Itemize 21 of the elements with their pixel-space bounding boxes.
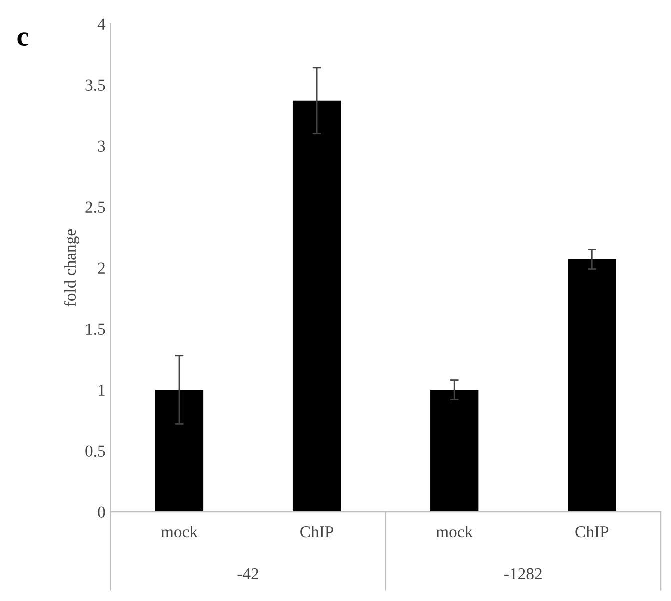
- x-tick-label: ChIP: [576, 526, 609, 538]
- y-tick-label: 3: [98, 140, 106, 152]
- text: -42: [238, 568, 258, 580]
- x-tick-label: ChIP: [300, 526, 334, 538]
- bar: [430, 390, 479, 512]
- y-axis-title: fold change: [64, 230, 80, 307]
- bar: [292, 100, 342, 512]
- x-tick-label: mock: [161, 526, 198, 538]
- y-tick-label: 1.5: [86, 324, 106, 336]
- y-tick-label: 2: [98, 262, 105, 274]
- y-tick-label: 3.5: [86, 80, 106, 92]
- y-tick-label: 2.5: [86, 202, 106, 214]
- y-tick-label: 0.5: [86, 446, 106, 458]
- text: c: [18, 32, 28, 46]
- y-tick-label: 0: [98, 506, 106, 518]
- text: -1282: [504, 568, 542, 580]
- y-tick-label: 4: [98, 18, 106, 30]
- y-tick-label: 1: [98, 384, 105, 396]
- bar: [568, 260, 616, 512]
- x-tick-label: mock: [436, 526, 474, 538]
- bar: [155, 390, 204, 512]
